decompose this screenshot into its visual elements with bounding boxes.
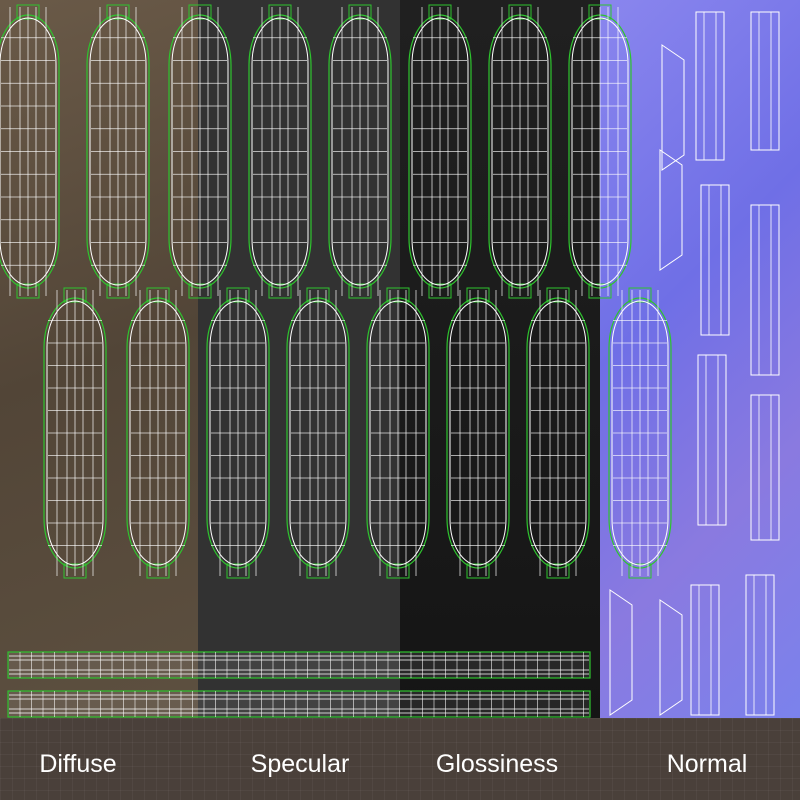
normal-map-panel (600, 0, 800, 718)
uv-island-wire (697, 354, 727, 526)
glossiness-map-panel (400, 0, 600, 718)
uv-island-wire (661, 44, 685, 171)
label-glossiness: Glossiness (435, 750, 559, 778)
uv-island-wire (750, 204, 780, 376)
uv-island-wire (690, 584, 720, 716)
label-diffuse: Diffuse (39, 750, 117, 778)
uv-island-wire (609, 589, 633, 716)
label-specular: Specular (250, 750, 350, 778)
uv-island-wire (659, 599, 683, 716)
label-band (0, 718, 800, 800)
uv-wireframe-overlay (0, 4, 780, 718)
uv-island-wire (700, 184, 730, 336)
uv-island-wire (659, 149, 683, 271)
diffuse-map-panel (0, 0, 198, 718)
specular-map-panel (198, 0, 400, 718)
label-normal: Normal (666, 750, 748, 778)
uv-island-wire (750, 394, 780, 541)
uv-island-wire (750, 11, 780, 151)
uv-island-wire (695, 11, 725, 161)
uv-island-wire (745, 574, 775, 716)
